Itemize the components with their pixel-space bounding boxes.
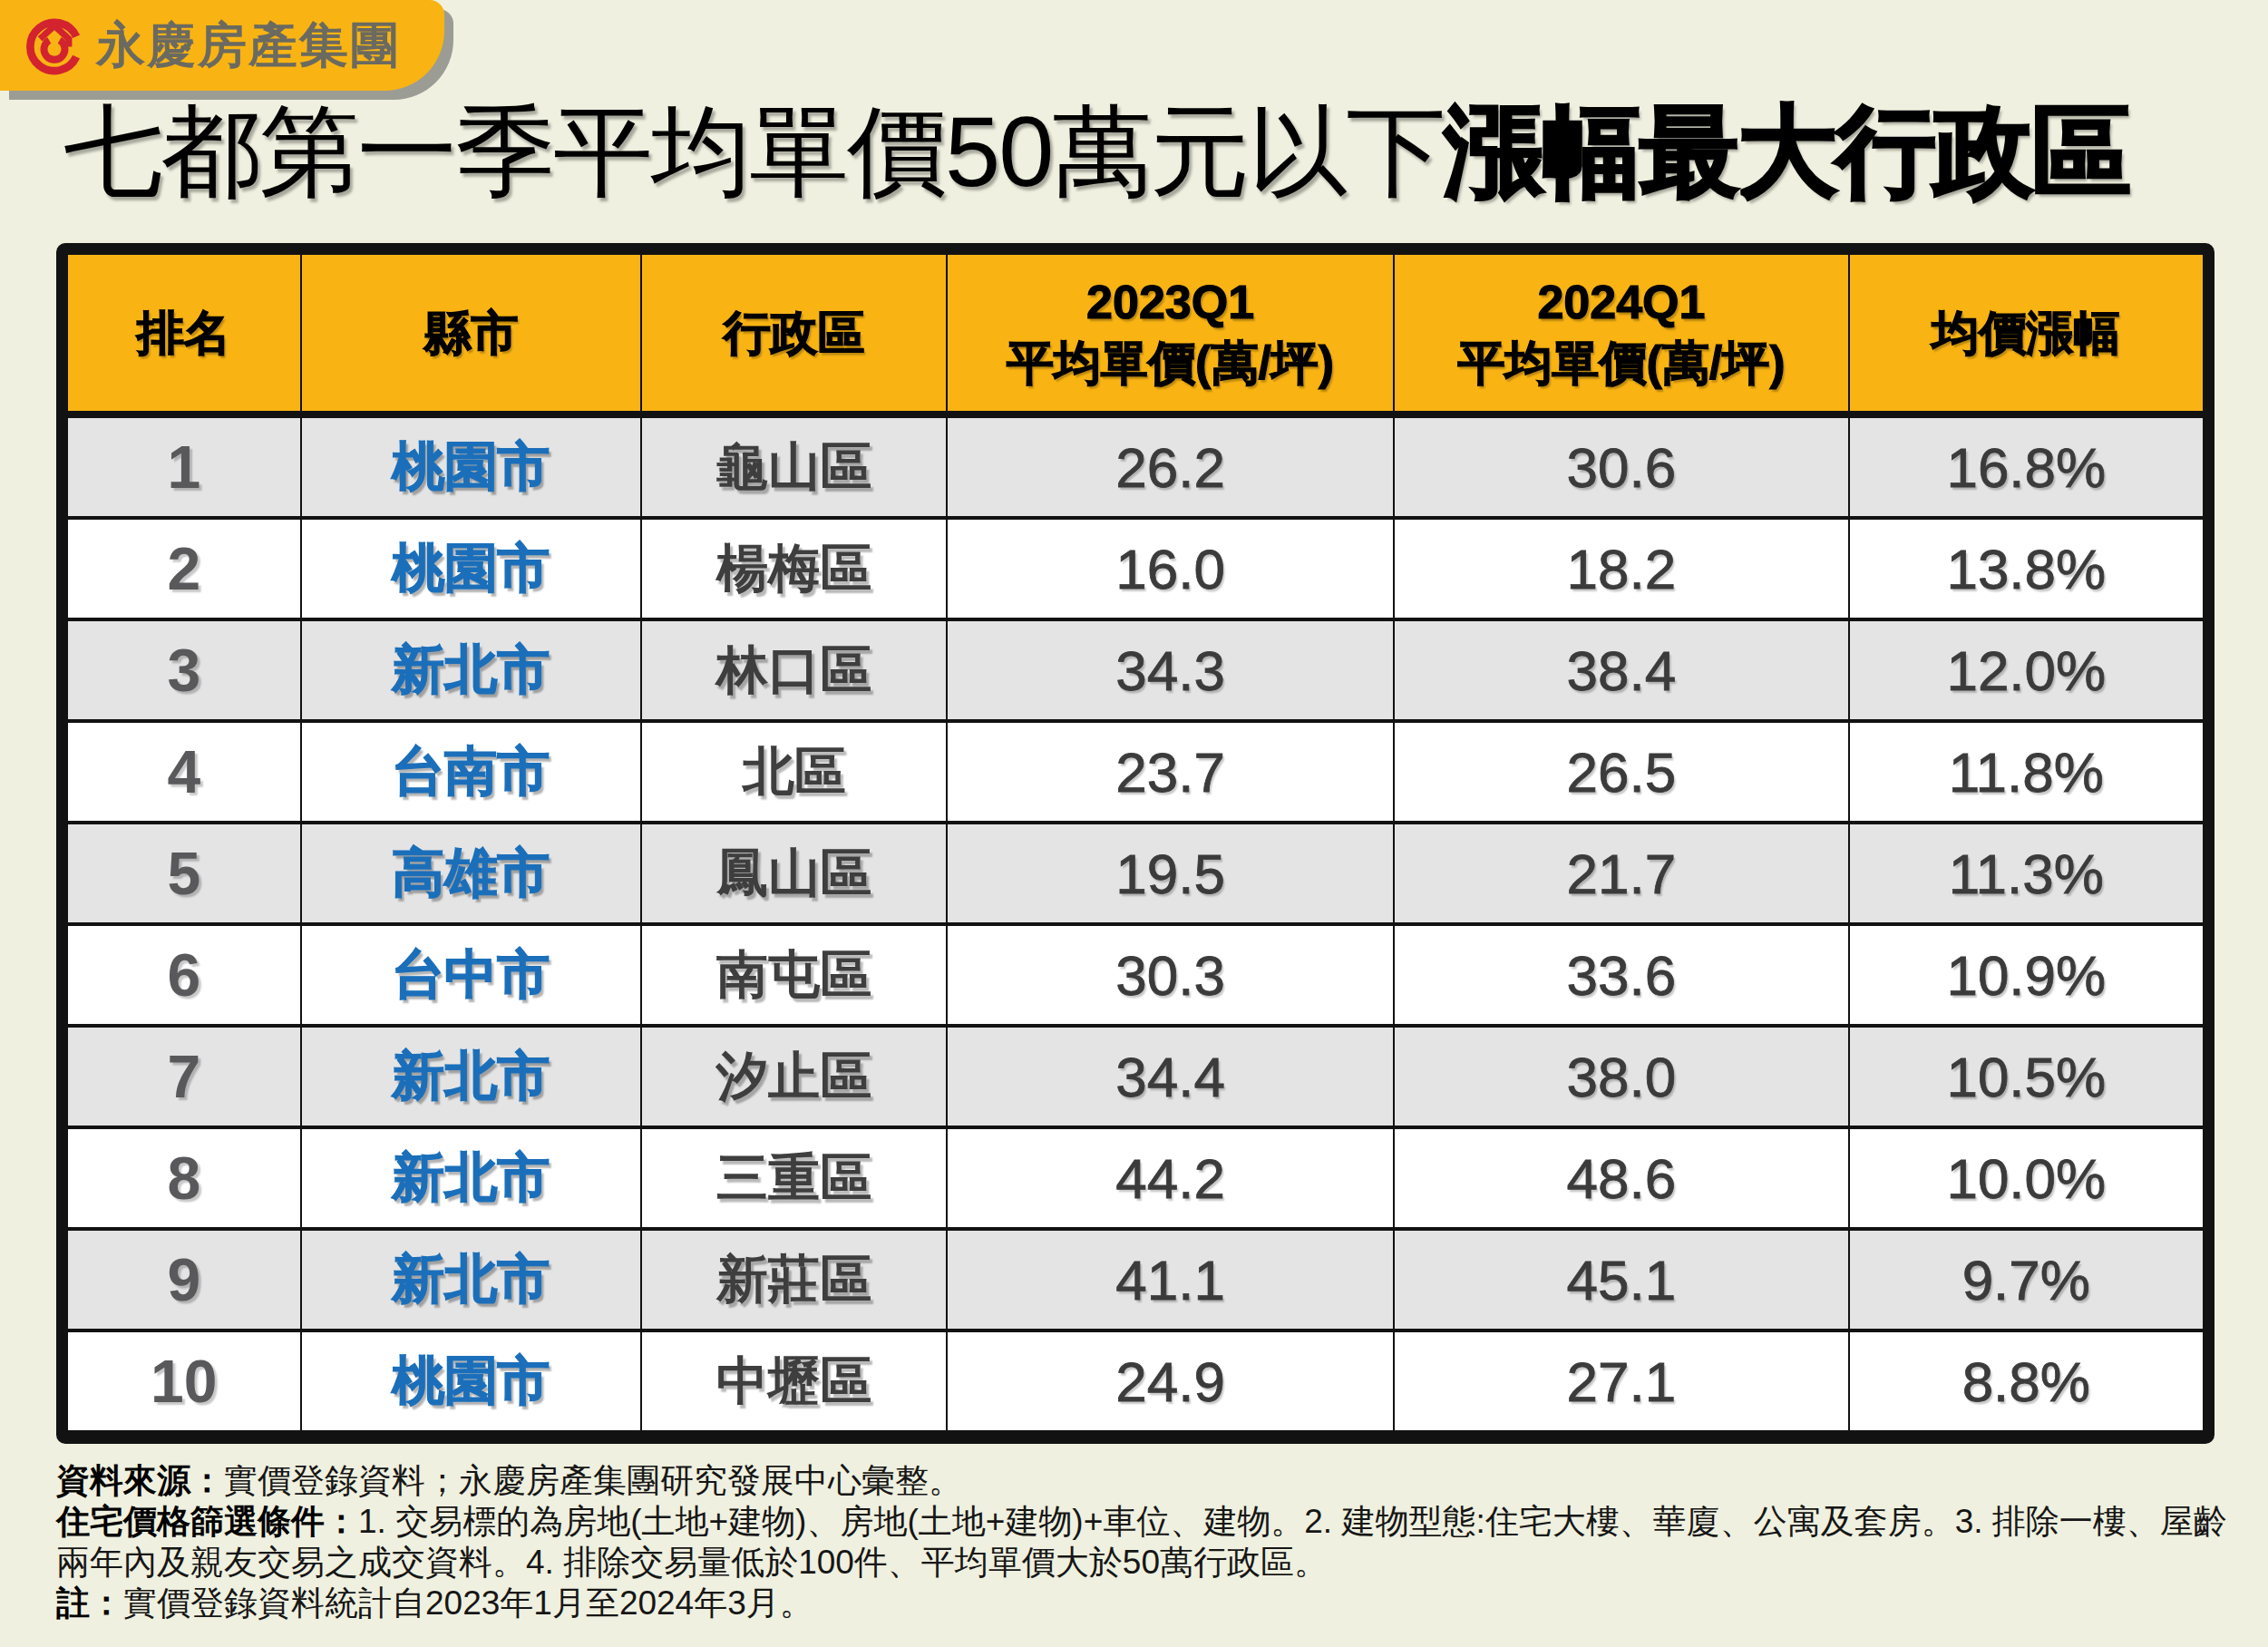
- title-emphasis: 漲幅最大行政區: [1444, 95, 2129, 207]
- table-row: 1桃園市龜山區26.230.616.8%: [67, 414, 2204, 518]
- val-cell: 30.6: [1394, 414, 1848, 518]
- table-row: 7新北市汐止區34.438.010.5%: [67, 1026, 2204, 1127]
- pct-cell: 16.8%: [1849, 414, 2204, 518]
- val-cell: 38.0: [1394, 1026, 1848, 1127]
- val-cell: 18.2: [1394, 518, 1848, 619]
- footnotes: 資料來源：實價登錄資料；永慶房產集團研究發展中心彙整。 住宅價格篩選條件：1. …: [56, 1460, 2228, 1623]
- val-cell: 41.1: [947, 1229, 1394, 1330]
- val-cell: 48.6: [1394, 1127, 1848, 1229]
- district-cell: 北區: [641, 721, 947, 823]
- rank-cell: 8: [67, 1127, 301, 1229]
- page-title: 七都第一季平均單價50萬元以下漲幅最大行政區: [63, 85, 2129, 220]
- city-cell: 新北市: [301, 1026, 642, 1127]
- rank-cell: 2: [67, 518, 301, 619]
- val-cell: 27.1: [1394, 1330, 1848, 1432]
- criteria-note: 住宅價格篩選條件：1. 交易標的為房地(土地+建物)、房地(土地+建物)+車位、…: [56, 1501, 2228, 1583]
- column-header: 2024Q1 平均單價(萬/坪): [1394, 254, 1848, 414]
- district-cell: 鳳山區: [641, 823, 947, 924]
- criteria-text: 1. 交易標的為房地(土地+建物)、房地(土地+建物)+車位、建物。2. 建物型…: [56, 1503, 2227, 1581]
- city-cell: 新北市: [301, 619, 642, 721]
- pct-cell: 10.9%: [1849, 924, 2204, 1026]
- city-cell: 高雄市: [301, 823, 642, 924]
- val-cell: 45.1: [1394, 1229, 1848, 1330]
- val-cell: 38.4: [1394, 619, 1848, 721]
- city-cell: 新北市: [301, 1127, 642, 1229]
- city-cell: 桃園市: [301, 1330, 642, 1432]
- pct-cell: 8.8%: [1849, 1330, 2204, 1432]
- pct-cell: 13.8%: [1849, 518, 2204, 619]
- city-cell: 桃園市: [301, 518, 642, 619]
- district-cell: 新莊區: [641, 1229, 947, 1330]
- table-row: 3新北市林口區34.338.412.0%: [67, 619, 2204, 721]
- rank-cell: 3: [67, 619, 301, 721]
- brand-badge: 永慶房產集團: [0, 0, 444, 91]
- source-label: 資料來源：: [56, 1462, 224, 1499]
- district-cell: 南屯區: [641, 924, 947, 1026]
- rank-cell: 5: [67, 823, 301, 924]
- val-cell: 33.6: [1394, 924, 1848, 1026]
- val-cell: 16.0: [947, 518, 1394, 619]
- val-cell: 21.7: [1394, 823, 1848, 924]
- criteria-label: 住宅價格篩選條件：: [56, 1503, 358, 1540]
- column-header: 行政區: [641, 254, 947, 414]
- note-text: 實價登錄資料統計自2023年1月至2024年3月。: [123, 1584, 813, 1622]
- val-cell: 19.5: [947, 823, 1394, 924]
- val-cell: 26.2: [947, 414, 1394, 518]
- city-cell: 台南市: [301, 721, 642, 823]
- rank-cell: 7: [67, 1026, 301, 1127]
- district-cell: 三重區: [641, 1127, 947, 1229]
- table-row: 5高雄市鳳山區19.521.711.3%: [67, 823, 2204, 924]
- rank-cell: 4: [67, 721, 301, 823]
- source-text: 實價登錄資料；永慶房產集團研究發展中心彙整。: [224, 1462, 962, 1499]
- district-cell: 中壢區: [641, 1330, 947, 1432]
- city-cell: 台中市: [301, 924, 642, 1026]
- table-row: 2桃園市楊梅區16.018.213.8%: [67, 518, 2204, 619]
- pct-cell: 11.3%: [1849, 823, 2204, 924]
- rank-cell: 9: [67, 1229, 301, 1330]
- column-header: 2023Q1 平均單價(萬/坪): [947, 254, 1394, 414]
- ranking-table: 排名縣市行政區2023Q1 平均單價(萬/坪)2024Q1 平均單價(萬/坪)均…: [56, 243, 2214, 1444]
- city-cell: 新北市: [301, 1229, 642, 1330]
- table-row: 10桃園市中壢區24.927.18.8%: [67, 1330, 2204, 1432]
- pct-cell: 10.0%: [1849, 1127, 2204, 1229]
- pct-cell: 11.8%: [1849, 721, 2204, 823]
- district-cell: 汐止區: [641, 1026, 947, 1127]
- district-cell: 林口區: [641, 619, 947, 721]
- rank-cell: 6: [67, 924, 301, 1026]
- rank-cell: 1: [67, 414, 301, 518]
- yungching-logo-icon: [22, 13, 87, 78]
- val-cell: 26.5: [1394, 721, 1848, 823]
- source-note: 資料來源：實價登錄資料；永慶房產集團研究發展中心彙整。: [56, 1460, 2228, 1501]
- table-row: 6台中市南屯區30.333.610.9%: [67, 924, 2204, 1026]
- city-cell: 桃園市: [301, 414, 642, 518]
- val-cell: 23.7: [947, 721, 1394, 823]
- val-cell: 34.3: [947, 619, 1394, 721]
- title-regular: 七都第一季平均單價50萬元以下: [63, 95, 1444, 207]
- note-label: 註：: [56, 1584, 123, 1622]
- district-cell: 龜山區: [641, 414, 947, 518]
- brand-name: 永慶房產集團: [96, 13, 401, 79]
- pct-cell: 9.7%: [1849, 1229, 2204, 1330]
- table-row: 4台南市北區23.726.511.8%: [67, 721, 2204, 823]
- stat-note: 註：實價登錄資料統計自2023年1月至2024年3月。: [56, 1583, 2228, 1623]
- val-cell: 30.3: [947, 924, 1394, 1026]
- val-cell: 24.9: [947, 1330, 1394, 1432]
- table-header-row: 排名縣市行政區2023Q1 平均單價(萬/坪)2024Q1 平均單價(萬/坪)均…: [67, 254, 2204, 414]
- table-body: 1桃園市龜山區26.230.616.8%2桃園市楊梅區16.018.213.8%…: [67, 414, 2204, 1432]
- column-header: 均價漲幅: [1849, 254, 2204, 414]
- rank-cell: 10: [67, 1330, 301, 1432]
- district-cell: 楊梅區: [641, 518, 947, 619]
- val-cell: 34.4: [947, 1026, 1394, 1127]
- val-cell: 44.2: [947, 1127, 1394, 1229]
- pct-cell: 10.5%: [1849, 1026, 2204, 1127]
- column-header: 排名: [67, 254, 301, 414]
- table-row: 8新北市三重區44.248.610.0%: [67, 1127, 2204, 1229]
- table-row: 9新北市新莊區41.145.19.7%: [67, 1229, 2204, 1330]
- pct-cell: 12.0%: [1849, 619, 2204, 721]
- column-header: 縣市: [301, 254, 642, 414]
